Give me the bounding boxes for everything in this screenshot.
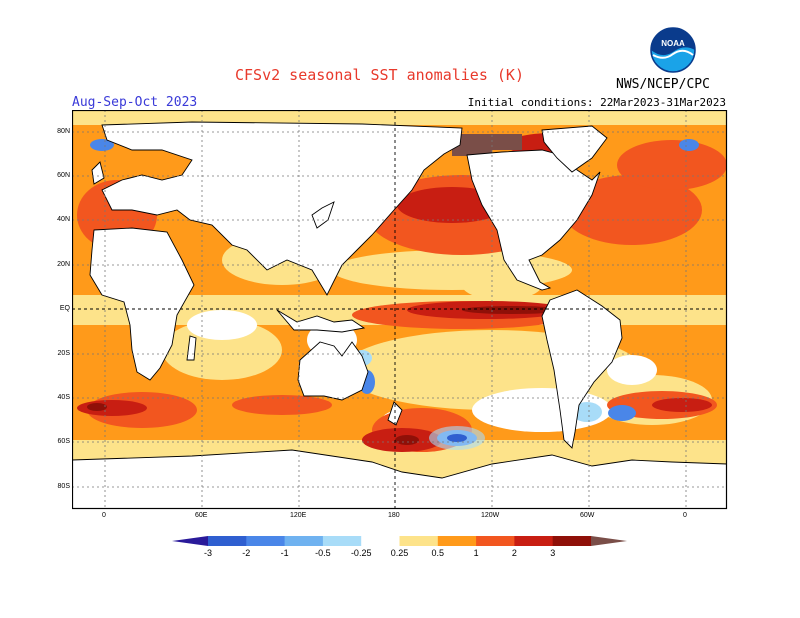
lon-label: 0 [683, 512, 687, 519]
new-zealand [387, 401, 403, 426]
lon-label: 60W [580, 512, 595, 519]
south-america [541, 289, 623, 449]
colorbar-swatch [476, 536, 515, 546]
colorbar-tick-label: 3 [550, 548, 555, 558]
noaa-logo-text: NOAA [661, 39, 685, 48]
japan [311, 201, 335, 229]
colorbar-swatch [246, 536, 286, 546]
lat-label: 40S [57, 394, 70, 401]
eurasia [101, 121, 463, 296]
lon-label: 0 [102, 512, 106, 519]
lon-label: 120W [481, 512, 500, 519]
colorbar-swatch [399, 536, 439, 546]
uk [91, 161, 105, 185]
colorbar-tick-label: 0.5 [432, 548, 445, 558]
africa [89, 227, 195, 381]
lon-labels: 0 60E 120E 180 120W 60W 0 [72, 512, 728, 524]
graticule [72, 110, 727, 509]
lon-label: 180 [388, 512, 400, 519]
land-masses [72, 121, 727, 509]
lon-label: 120E [290, 512, 307, 519]
anomaly-core-negative [447, 434, 467, 442]
lat-labels: 80N 60N 40N 20N EQ 20S 40S 60S 80S [50, 110, 70, 510]
colorbar-swatch [514, 536, 554, 546]
colorbar-swatch [552, 536, 592, 546]
colorbar-swatch [284, 536, 324, 546]
colorbar-swatch [361, 536, 400, 546]
anomaly-fill-extreme [87, 306, 562, 445]
colorbar-tick-label: 2 [512, 548, 517, 558]
colorbar-tick-label: -0.25 [351, 548, 372, 558]
lat-label: 20S [57, 350, 70, 357]
colorbar-tick-label: 1 [474, 548, 479, 558]
colorbar-arrow-min [172, 536, 208, 546]
season-label: Aug-Sep-Oct 2023 [72, 95, 198, 110]
colorbar-arrow-max [591, 536, 627, 546]
map-title: CFSv2 seasonal SST anomalies (K) [235, 66, 524, 84]
colorbar-swatch [208, 536, 247, 546]
lat-label: 60N [57, 172, 70, 179]
initial-conditions-label: Initial conditions: 22Mar2023-31Mar2023 [467, 96, 726, 109]
colorbar-swatch [322, 536, 362, 546]
australia [297, 341, 369, 401]
antarctica [72, 449, 727, 509]
colorbar-tick-label: -3 [204, 548, 212, 558]
colorbar-swatches [172, 536, 627, 546]
lat-label: 80S [57, 483, 70, 490]
colorbar-tick-label: 0.25 [391, 548, 409, 558]
noaa-logo: NOAA [650, 27, 696, 73]
colorbar-tick-label: -1 [281, 548, 289, 558]
lat-label: 60S [57, 438, 70, 445]
lat-label: EQ [59, 305, 70, 312]
colorbar-labels: -3 -2 -1 -0.5 -0.25 0.25 0.5 1 2 3 [204, 548, 555, 558]
agency-label: NWS/NCEP/CPC [616, 77, 710, 92]
lon-label: 60E [195, 512, 208, 519]
colorbar-swatch [437, 536, 477, 546]
lat-label: 80N [57, 128, 70, 135]
colorbar-tick-label: -2 [242, 548, 250, 558]
colorbar: -3 -2 -1 -0.5 -0.25 0.25 0.5 1 2 3 [172, 536, 627, 558]
sst-anomaly-map: 80N 60N 40N 20N EQ 20S 40S 60S 80S [72, 110, 728, 510]
lat-label: 40N [57, 216, 70, 223]
map-frame [72, 110, 728, 510]
lat-label: 20N [57, 261, 70, 268]
colorbar-tick-label: -0.5 [315, 548, 331, 558]
greenland [541, 125, 608, 173]
